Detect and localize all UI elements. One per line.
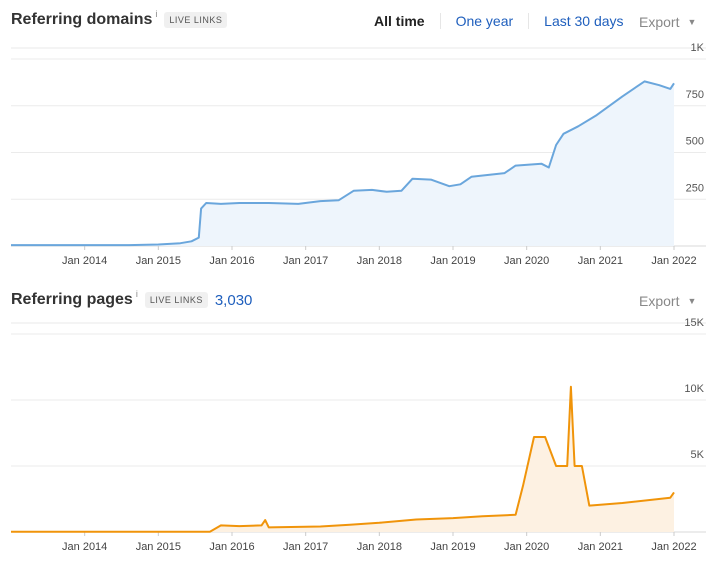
x-tick-label: Jan 2015 bbox=[136, 255, 181, 267]
domains-header: Referring domains i LIVE LINKS bbox=[11, 9, 228, 29]
pages-live-links-badge: LIVE LINKS bbox=[144, 292, 208, 308]
y-tick-label: 1K bbox=[691, 42, 705, 54]
x-tick-label: Jan 2021 bbox=[578, 255, 623, 267]
domains-export-label: Export bbox=[639, 14, 680, 30]
x-tick-label: Jan 2014 bbox=[62, 255, 107, 267]
y-tick-label: 250 bbox=[686, 182, 704, 194]
series-area bbox=[11, 81, 674, 247]
y-tick-label: 750 bbox=[686, 89, 704, 101]
domains-export-button[interactable]: Export ▼ bbox=[639, 14, 696, 30]
tab-all-time[interactable]: All time bbox=[374, 13, 425, 29]
pages-total-count: 3,030 bbox=[214, 291, 253, 309]
pages-header: Referring pages i LIVE LINKS 3,030 bbox=[11, 289, 253, 309]
pages-export-label: Export bbox=[639, 293, 680, 309]
tab-one-year[interactable]: One year bbox=[439, 13, 529, 29]
x-tick-label: Jan 2019 bbox=[430, 255, 475, 267]
domains-title: Referring domains bbox=[11, 11, 153, 28]
pages-title: Referring pages bbox=[11, 291, 133, 308]
y-tick-label: 500 bbox=[686, 136, 704, 148]
x-tick-label: Jan 2020 bbox=[504, 255, 549, 267]
pages-export-caret-icon: ▼ bbox=[687, 296, 697, 306]
pages-export-button[interactable]: Export ▼ bbox=[639, 293, 696, 309]
pages-info-icon[interactable]: i bbox=[135, 289, 138, 299]
x-tick-label: Jan 2016 bbox=[209, 255, 254, 267]
tab-last-30-days[interactable]: Last 30 days bbox=[528, 13, 638, 29]
x-tick-label: Jan 2017 bbox=[283, 255, 328, 267]
domains-live-links-badge: LIVE LINKS bbox=[164, 12, 228, 28]
domains-export-caret-icon: ▼ bbox=[687, 17, 697, 27]
x-tick-label: Jan 2018 bbox=[357, 255, 402, 267]
time-range-tabs: All time One year Last 30 days bbox=[374, 13, 639, 29]
x-tick-label: Jan 2022 bbox=[651, 255, 696, 267]
domains-info-icon[interactable]: i bbox=[155, 9, 158, 19]
